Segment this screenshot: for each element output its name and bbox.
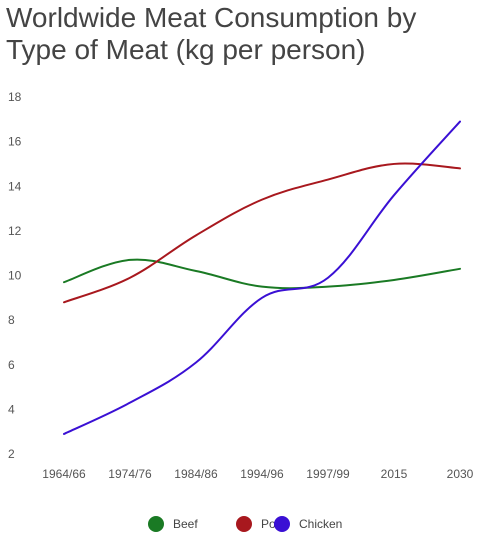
chart-title: Worldwide Meat Consumption by Type of Me…	[6, 2, 417, 65]
legend: Beef Pork Chicken	[148, 516, 342, 532]
beef-legend-label: Beef	[173, 517, 198, 531]
x-tick-label: 1994/96	[240, 467, 284, 481]
y-axis-ticks: 2 4 6 8 10 12 14 16 18	[8, 90, 22, 461]
x-tick-label: 2030	[447, 467, 474, 481]
y-tick-label: 18	[8, 90, 22, 104]
beef-series-line	[63, 258, 461, 290]
y-tick-label: 6	[8, 358, 15, 372]
x-tick-label: 2015	[381, 467, 408, 481]
chicken-legend-marker	[274, 516, 290, 532]
pork-series-line	[63, 162, 461, 304]
series-lines	[63, 120, 461, 435]
x-tick-label: 1974/76	[108, 467, 152, 481]
pork-legend-marker	[236, 516, 252, 532]
x-tick-label: 1984/86	[174, 467, 218, 481]
y-tick-label: 16	[8, 135, 22, 149]
beef-legend-marker	[148, 516, 164, 532]
y-tick-label: 14	[8, 179, 22, 193]
y-tick-label: 10	[8, 269, 22, 283]
y-tick-label: 4	[8, 402, 15, 416]
x-axis-ticks: 1964/66 1974/76 1984/86 1994/96 1997/99 2015 2…	[42, 467, 473, 481]
x-tick-label: 1997/99	[306, 467, 350, 481]
chicken-legend-label: Chicken	[299, 517, 342, 531]
chicken-series-line	[63, 120, 461, 435]
y-tick-label: 12	[8, 224, 22, 238]
y-tick-label: 8	[8, 313, 15, 327]
y-tick-label: 2	[8, 447, 15, 461]
x-tick-label: 1964/66	[42, 467, 86, 481]
